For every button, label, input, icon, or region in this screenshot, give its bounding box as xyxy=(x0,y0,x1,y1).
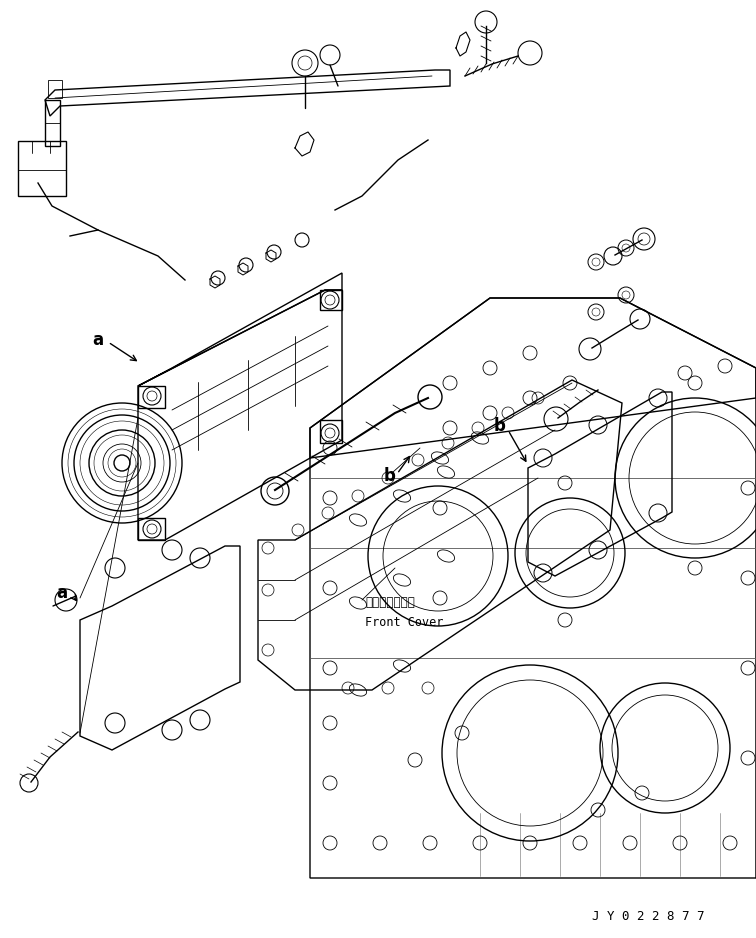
Text: b: b xyxy=(494,417,506,435)
Text: a: a xyxy=(57,584,67,602)
Text: フロントカバー: フロントカバー xyxy=(365,596,415,609)
Text: b: b xyxy=(384,467,396,485)
Text: a: a xyxy=(92,331,104,349)
Text: J Y 0 2 2 8 7 7: J Y 0 2 2 8 7 7 xyxy=(592,910,705,923)
Text: Front Cover: Front Cover xyxy=(365,616,443,629)
Bar xyxy=(18,141,66,196)
